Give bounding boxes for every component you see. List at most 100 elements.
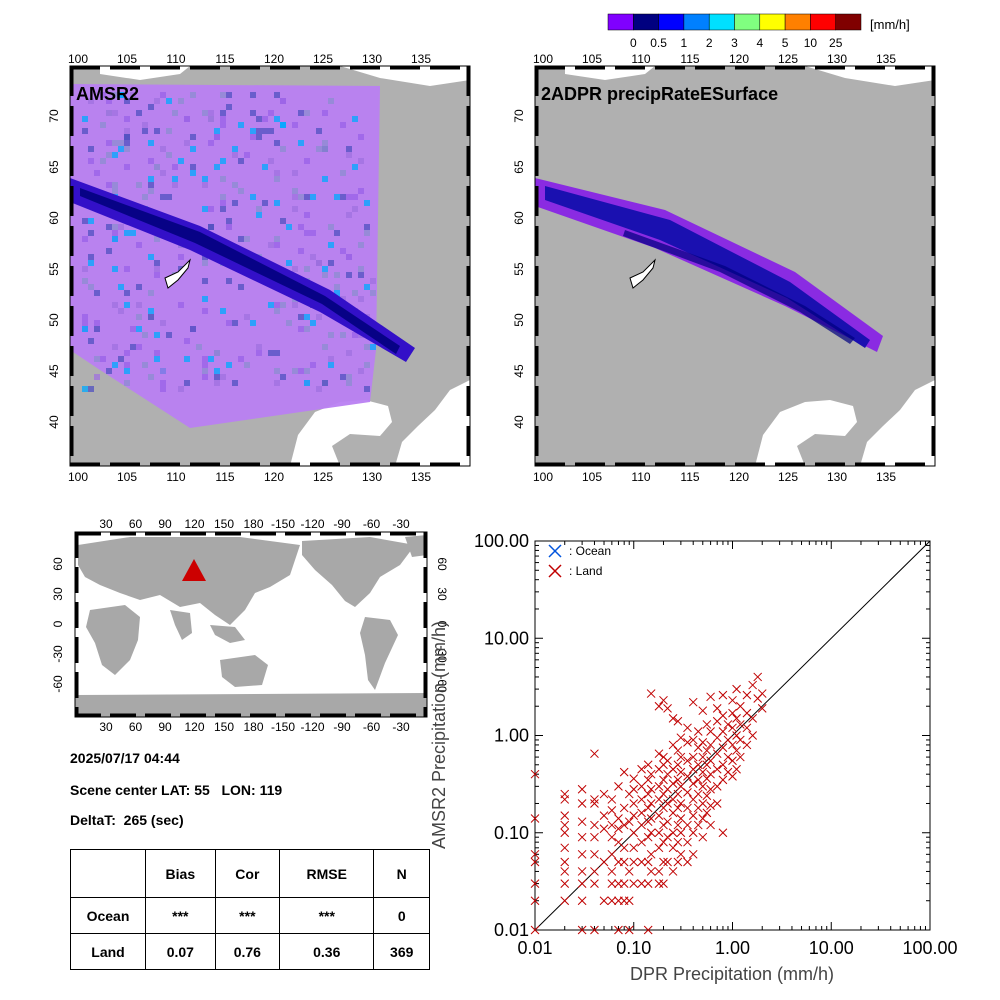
data-point bbox=[590, 867, 599, 876]
data-point bbox=[728, 740, 737, 750]
data-point bbox=[693, 743, 703, 753]
data-point bbox=[646, 784, 656, 794]
data-point bbox=[577, 799, 587, 808]
data-point bbox=[624, 896, 634, 906]
lat-tick-label: 70 bbox=[47, 109, 61, 123]
lon-tick-label: 30 bbox=[99, 517, 113, 531]
data-point bbox=[646, 814, 656, 823]
data-point bbox=[619, 820, 629, 830]
data-point bbox=[742, 740, 752, 750]
data-point bbox=[590, 925, 599, 935]
lon-tick-label: 30 bbox=[99, 720, 113, 734]
data-point bbox=[735, 752, 745, 762]
table-header: RMSE bbox=[279, 849, 375, 898]
lat-tick-label: 65 bbox=[479, 160, 480, 174]
data-point bbox=[688, 752, 698, 762]
data-point bbox=[654, 828, 664, 838]
map2-title: 2ADPR precipRateESurface bbox=[541, 84, 778, 104]
lon-tick-label: -90 bbox=[333, 517, 351, 531]
lat-tick-label: 70 bbox=[512, 109, 526, 123]
lat-tick-label: 55 bbox=[944, 262, 945, 276]
scatter-plot: 0.010.01 0.10 0.10 1.00 1.00 10.00 10.00 100.00… bbox=[429, 531, 958, 984]
colorbar-tick-label: 3 bbox=[731, 36, 738, 50]
data-point bbox=[646, 799, 656, 808]
lat-tick-label: 65 bbox=[512, 160, 526, 174]
data-point bbox=[560, 867, 570, 876]
data-point bbox=[643, 803, 653, 813]
data-point bbox=[530, 849, 540, 859]
table-row: Land 0.07 0.76 0.36 369 bbox=[70, 933, 430, 970]
colorbar-tick-label: 5 bbox=[782, 36, 789, 50]
data-point bbox=[683, 857, 692, 867]
data-point bbox=[718, 690, 728, 700]
data-point bbox=[698, 738, 708, 747]
table-header: Cor bbox=[214, 849, 281, 898]
data-point bbox=[643, 879, 653, 888]
data-point bbox=[637, 764, 646, 774]
data-point bbox=[577, 896, 587, 906]
data-point bbox=[643, 925, 653, 935]
data-point bbox=[646, 689, 656, 698]
data-point bbox=[673, 716, 683, 726]
x-tick-label: 1.00 bbox=[715, 938, 750, 958]
colorbar: 0 0.5 1 2 3 4 5 10 25 bbox=[607, 13, 862, 50]
data-point bbox=[718, 760, 728, 770]
lat-tick-label: 60 bbox=[512, 211, 526, 225]
data-point bbox=[728, 723, 737, 733]
lon-tick-label: 130 bbox=[362, 52, 382, 66]
data-point bbox=[683, 837, 692, 847]
data-point bbox=[706, 740, 715, 750]
data-point bbox=[629, 857, 639, 867]
lon-tick-label: -60 bbox=[363, 720, 381, 734]
data-point bbox=[607, 879, 617, 888]
data-point bbox=[659, 775, 668, 785]
x-tick-label: 100.00 bbox=[902, 938, 957, 958]
data-point bbox=[706, 756, 715, 766]
table-header bbox=[70, 849, 146, 898]
data-point bbox=[676, 828, 686, 838]
data-point bbox=[683, 738, 692, 747]
data-point bbox=[637, 837, 646, 847]
data-point bbox=[663, 857, 672, 867]
data-point bbox=[629, 811, 639, 820]
data-point bbox=[702, 808, 712, 818]
data-point bbox=[753, 672, 763, 682]
data-point bbox=[673, 837, 683, 847]
lat-tick-label: -30 bbox=[51, 645, 65, 663]
data-point bbox=[637, 795, 646, 804]
data-point bbox=[693, 727, 703, 736]
lon-tick-label: 115 bbox=[680, 52, 699, 66]
stats-table: Bias Cor RMSE N Ocean *** *** *** 0 Land… bbox=[70, 849, 430, 970]
lat-tick-label: 60 bbox=[47, 211, 61, 225]
lon-tick-label: -120 bbox=[300, 720, 324, 734]
lat-tick-label: 45 bbox=[479, 364, 480, 378]
data-point bbox=[718, 711, 728, 721]
lat-tick-label: 65 bbox=[944, 160, 945, 174]
data-point bbox=[614, 781, 623, 791]
data-point bbox=[683, 756, 692, 766]
data-point bbox=[590, 879, 599, 888]
data-point bbox=[732, 746, 741, 755]
lon-tick-label: 110 bbox=[166, 470, 185, 484]
data-point bbox=[663, 832, 672, 842]
data-point bbox=[712, 781, 722, 791]
data-point bbox=[732, 731, 741, 740]
data-point bbox=[748, 680, 758, 690]
data-point bbox=[560, 896, 570, 906]
data-point bbox=[560, 857, 570, 867]
lon-tick-label: 100 bbox=[68, 470, 88, 484]
data-point bbox=[614, 824, 623, 834]
data-point bbox=[590, 820, 599, 830]
data-point bbox=[718, 828, 728, 838]
lat-tick-label: 60 bbox=[51, 557, 65, 571]
y-tick-label: 0.01 bbox=[494, 920, 529, 940]
data-point bbox=[723, 720, 733, 729]
data-point bbox=[668, 740, 678, 750]
data-point bbox=[742, 723, 752, 733]
data-point bbox=[712, 764, 722, 774]
scene-datetime: 2025/07/17 04:44 bbox=[70, 750, 180, 766]
scene-marker bbox=[182, 559, 206, 581]
lat-tick-label: 45 bbox=[512, 364, 526, 378]
data-point bbox=[693, 820, 703, 830]
data-point bbox=[654, 749, 664, 759]
